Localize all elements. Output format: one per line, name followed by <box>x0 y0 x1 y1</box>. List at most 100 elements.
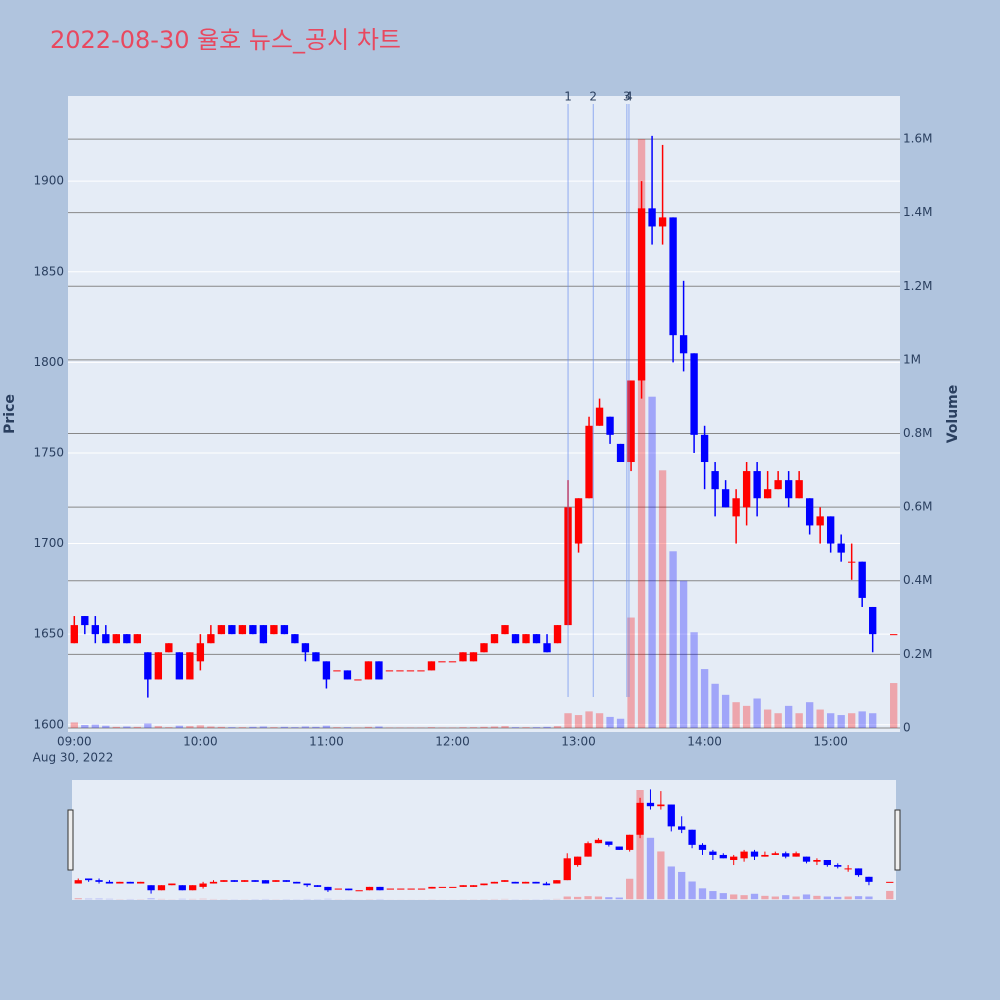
plot-area <box>68 96 900 732</box>
mini-candle-body <box>74 880 82 884</box>
candle-body <box>763 489 772 499</box>
volume-bar <box>690 632 698 728</box>
candle-body <box>123 634 131 644</box>
candle-body <box>249 625 257 635</box>
mini-candle-body <box>854 868 863 876</box>
volume-bar <box>753 698 761 728</box>
candle-body <box>774 480 782 490</box>
y-tick-label: 1650 <box>33 627 64 641</box>
mini-volume-bar <box>95 898 103 900</box>
mini-candle-body <box>865 876 873 882</box>
mini-candle-body <box>782 853 790 857</box>
volume-bar <box>364 726 373 728</box>
mini-candle-body <box>417 888 426 890</box>
candle-body <box>228 625 236 635</box>
mini-volume-bar <box>698 888 707 900</box>
mini-candle-body <box>407 888 415 890</box>
volume-bar <box>553 726 562 728</box>
mini-candle-body <box>334 888 342 890</box>
mini-volume-bar <box>730 894 738 900</box>
range-slider[interactable] <box>72 780 896 900</box>
volume-bar <box>648 396 656 728</box>
mini-candle-body <box>126 881 134 884</box>
candle-body <box>753 471 761 499</box>
mini-volume-bar <box>678 871 686 900</box>
mini-volume-bar <box>573 896 582 900</box>
mini-candle-body <box>157 885 166 891</box>
mini-candle-body <box>698 844 707 850</box>
mini-volume-bar <box>834 896 842 900</box>
volume-bar <box>301 726 310 728</box>
mini-candle-body <box>553 880 561 884</box>
candle-body <box>742 471 751 508</box>
volume-bar <box>532 727 541 728</box>
volume-bar <box>774 713 782 728</box>
mini-candle-body <box>886 881 894 883</box>
mini-candle-body <box>85 878 93 881</box>
candle-body <box>133 634 142 644</box>
candle-body <box>805 498 814 526</box>
mini-candle-body <box>802 856 811 862</box>
slider-handle[interactable] <box>67 809 74 871</box>
mini-volume-bar <box>667 866 675 900</box>
volume-bar <box>890 683 898 728</box>
candle-body <box>669 217 677 336</box>
candle-body <box>91 625 99 635</box>
volume-bar <box>826 713 835 728</box>
candle-body <box>501 625 509 635</box>
volume-bar <box>805 702 814 728</box>
x-tick-label: 11:00 <box>309 735 344 749</box>
volume-bar <box>858 711 866 728</box>
volume-bar <box>123 726 131 728</box>
volume-bar <box>259 726 268 728</box>
volume-bar <box>270 727 278 728</box>
y-tick-label: 1600 <box>33 717 64 731</box>
volume-bar <box>585 711 593 728</box>
mini-candle-body <box>178 885 186 891</box>
candle-body <box>291 634 299 644</box>
candle-body <box>690 353 698 435</box>
mini-candle-body <box>688 829 696 845</box>
mini-candle-body <box>168 883 176 886</box>
mini-candle-body <box>667 804 675 827</box>
y2-axis-title: Volume <box>945 385 961 444</box>
mini-volume-bar <box>605 897 613 900</box>
mini-candle-body <box>480 883 488 886</box>
volume-bar <box>165 727 173 728</box>
candle-body <box>595 407 604 426</box>
mini-volume-bar <box>865 896 873 900</box>
volume-bar <box>480 726 488 728</box>
volume-bar <box>249 726 257 728</box>
mini-volume-bar <box>854 896 863 900</box>
volume-bar <box>102 725 110 728</box>
candle-body <box>154 652 163 680</box>
candle-body <box>679 335 688 354</box>
candle-body <box>417 670 425 672</box>
news-label: 3 <box>623 90 631 104</box>
volume-bar <box>322 725 331 728</box>
mini-candle-body <box>355 890 363 892</box>
x-date-label: Aug 30, 2022 <box>33 751 114 765</box>
candle-body <box>259 625 268 644</box>
y-tick-label: 1700 <box>33 536 64 550</box>
candle-body <box>490 634 499 644</box>
candle-body <box>406 670 415 672</box>
mini-candle-body <box>105 881 114 884</box>
volume-bar <box>700 669 709 728</box>
mini-candle-body <box>563 858 571 881</box>
candle-body <box>522 634 530 644</box>
mini-candle-body <box>490 881 499 884</box>
slider-handle[interactable] <box>894 809 901 871</box>
candle-body <box>869 606 877 635</box>
candle-body <box>848 561 856 563</box>
x-tick-label: 13:00 <box>561 735 596 749</box>
volume-bar <box>564 713 572 728</box>
mini-candle-body <box>750 851 759 857</box>
y2-tick-label: 1.2M <box>903 279 932 293</box>
candle-body <box>112 634 120 644</box>
y-tick-label: 1800 <box>33 355 64 369</box>
volume-bar <box>196 725 205 728</box>
mini-candle-body <box>615 846 623 850</box>
volume-bar <box>711 683 719 728</box>
candle-body <box>301 643 310 653</box>
